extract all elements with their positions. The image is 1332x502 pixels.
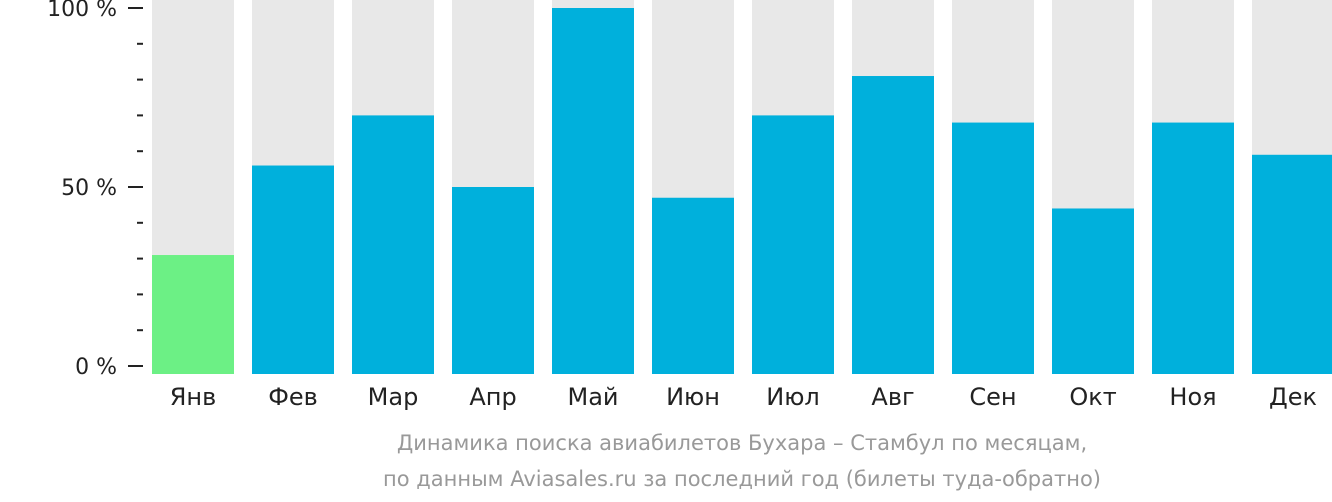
x-tick-label: Мар [368,383,419,411]
bar [152,255,234,374]
x-tick-label: Окт [1069,383,1116,411]
chart-caption-line-1: Динамика поиска авиабилетов Бухара – Ста… [396,431,1088,455]
bar [752,115,834,375]
x-axis-labels: Янв Фев Мар Апр Май Июн Июл Авг Сен Окт Ноя Дек [170,383,1317,411]
y-tick-label: 50 % [61,176,117,201]
x-tick-label: Май [567,383,618,411]
y-axis: 0 % 50 % 100 % [47,0,143,380]
y-tick-label: 0 % [75,355,117,380]
y-tick-label: 100 % [47,0,117,22]
bar [652,197,734,374]
bar [852,76,934,375]
bar [1052,208,1134,374]
bar [352,115,434,375]
bar [552,8,634,374]
x-tick-label: Июн [666,383,720,411]
bar [452,187,534,374]
bar [1252,154,1332,374]
bar [952,122,1034,374]
x-tick-label: Ноя [1169,383,1216,411]
bar [1152,122,1234,374]
bar [252,165,334,374]
x-tick-label: Дек [1269,383,1317,411]
x-tick-label: Сен [969,383,1016,411]
bars [152,0,1332,375]
x-tick-label: Апр [469,383,516,411]
x-tick-label: Янв [170,383,217,411]
chart-caption-line-2: по данным Aviasales.ru за последний год … [383,467,1101,491]
x-tick-label: Фев [268,383,318,411]
x-tick-label: Авг [871,383,914,411]
x-tick-label: Июл [766,383,820,411]
